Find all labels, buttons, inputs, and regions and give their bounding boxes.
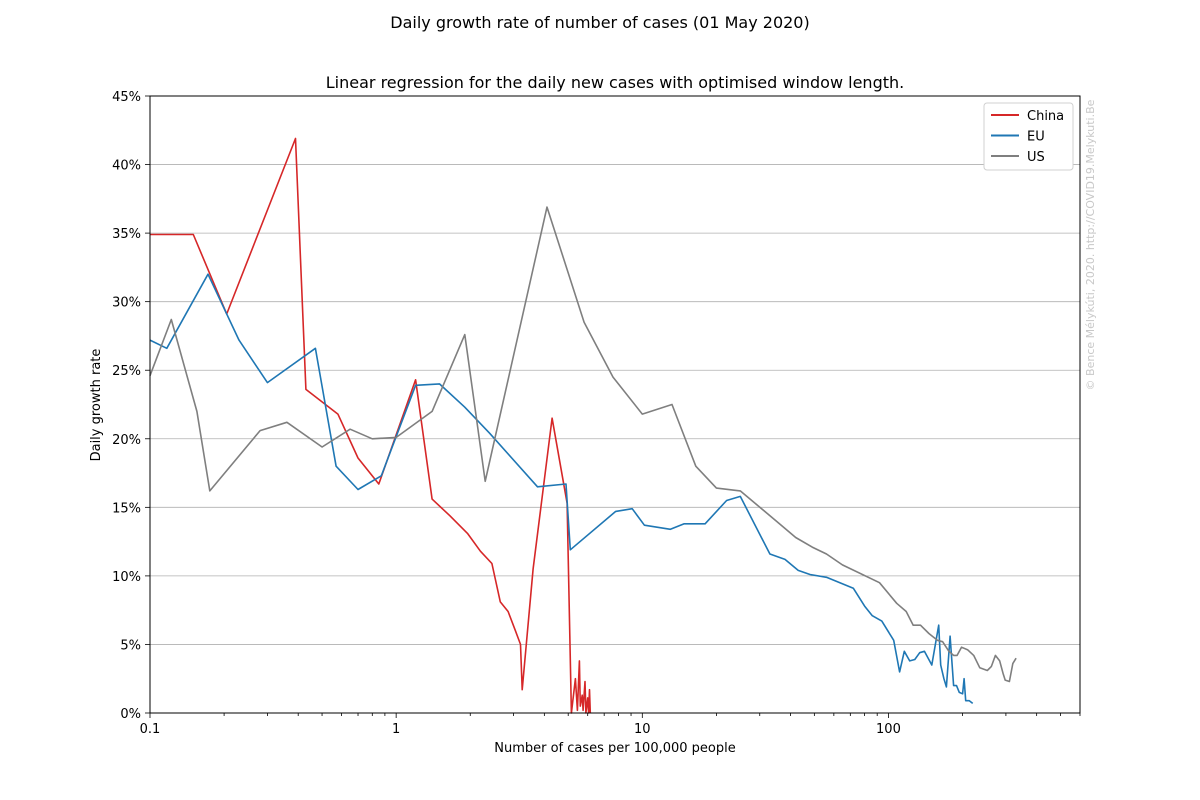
chart-subtitle: Linear regression for the daily new case… (326, 73, 904, 92)
series-line-us (149, 206, 1017, 683)
series-lines (149, 137, 1017, 714)
y-tick-label: 0% (120, 707, 141, 722)
y-axis-label: Daily growth rate (89, 349, 104, 462)
series-line-china (150, 137, 592, 714)
y-tick-label: 5% (120, 638, 141, 653)
y-tick-label: 20% (112, 433, 141, 448)
y-tick-label: 10% (112, 570, 141, 585)
x-tick-label: 100 (876, 722, 901, 737)
grid-lines (150, 164, 1080, 645)
y-tick-label: 40% (112, 159, 141, 174)
x-tick-label: 1 (392, 722, 400, 737)
y-tick-label: 35% (112, 227, 141, 242)
legend-label: EU (1027, 130, 1045, 145)
plot-frame (149, 95, 1081, 714)
y-tick-label: 30% (112, 296, 141, 311)
watermark: © Bence Mélykúti, 2020. http://COVID19.M… (1084, 99, 1097, 390)
x-tick-label: 0.1 (140, 722, 161, 737)
series-line-eu (149, 273, 974, 705)
y-tick-label: 45% (112, 90, 141, 105)
chart-title: Daily growth rate of number of cases (01… (390, 13, 809, 32)
legend-label: US (1027, 150, 1045, 165)
legend-label: China (1027, 109, 1064, 124)
legend-box (983, 102, 1074, 171)
legend: China EU US (983, 102, 1074, 171)
y-tick-label: 15% (112, 501, 141, 516)
y-axis-ticks: 0% 5% 10% 15% 20% 25% 30% 35% 40% 45% (112, 90, 150, 722)
x-tick-label: 10 (634, 722, 651, 737)
y-tick-label: 25% (112, 364, 141, 379)
x-axis-ticks: 0.1 1 10 100 (140, 713, 1081, 737)
x-axis-label: Number of cases per 100,000 people (494, 741, 736, 756)
